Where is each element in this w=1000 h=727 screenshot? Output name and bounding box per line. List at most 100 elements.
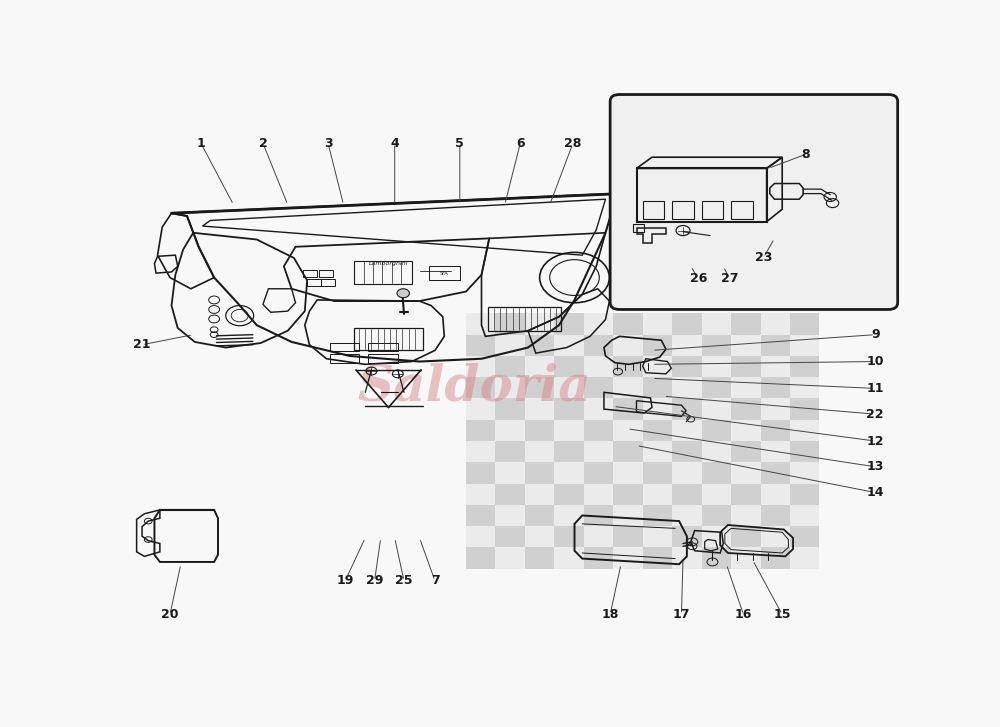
Polygon shape [584,377,613,398]
Bar [330,342,359,351]
Polygon shape [584,313,613,334]
Polygon shape [554,334,584,356]
Polygon shape [731,505,761,526]
Polygon shape [790,462,819,483]
Text: 19: 19 [336,574,354,587]
Polygon shape [466,441,495,462]
Polygon shape [731,356,761,377]
Polygon shape [702,505,731,526]
Polygon shape [702,398,731,419]
Polygon shape [672,398,702,419]
Polygon shape [672,377,702,398]
Polygon shape [584,334,613,356]
Polygon shape [613,547,643,569]
Polygon shape [672,334,702,356]
Bar [672,201,694,219]
Polygon shape [584,356,613,377]
Polygon shape [466,547,495,569]
Text: 20: 20 [161,608,179,621]
Polygon shape [672,547,702,569]
Polygon shape [761,334,790,356]
Polygon shape [525,313,554,334]
Polygon shape [672,483,702,505]
Polygon shape [495,377,525,398]
Polygon shape [495,313,525,334]
Polygon shape [554,483,584,505]
Polygon shape [466,483,495,505]
Polygon shape [495,441,525,462]
Polygon shape [790,356,819,377]
Polygon shape [554,356,584,377]
Polygon shape [495,356,525,377]
Polygon shape [643,313,672,334]
Polygon shape [525,398,554,419]
Polygon shape [554,419,584,441]
Text: 6: 6 [516,137,525,150]
Polygon shape [584,398,613,419]
Text: 1: 1 [197,137,205,150]
Polygon shape [761,398,790,419]
Polygon shape [525,483,554,505]
Polygon shape [613,505,643,526]
Polygon shape [702,334,731,356]
Text: Saldoria: Saldoria [358,363,591,411]
Polygon shape [584,419,613,441]
Polygon shape [495,526,525,547]
Polygon shape [554,505,584,526]
Text: 12: 12 [866,435,884,448]
Polygon shape [584,526,613,547]
Polygon shape [702,356,731,377]
Polygon shape [790,398,819,419]
Text: Lamborghini: Lamborghini [369,261,408,266]
Bar [488,308,561,331]
Bar [368,342,398,351]
Polygon shape [466,356,495,377]
Polygon shape [584,505,613,526]
Polygon shape [613,462,643,483]
Polygon shape [613,526,643,547]
Polygon shape [790,441,819,462]
Text: 21: 21 [133,338,151,351]
Text: 23: 23 [755,251,772,264]
Bar [307,278,321,286]
Polygon shape [790,419,819,441]
Text: 15: 15 [773,608,791,621]
Polygon shape [466,526,495,547]
Text: 28: 28 [564,137,582,150]
Text: 2: 2 [259,137,267,150]
Polygon shape [761,526,790,547]
Polygon shape [643,505,672,526]
Polygon shape [613,313,643,334]
Polygon shape [584,441,613,462]
Polygon shape [554,441,584,462]
Polygon shape [554,547,584,569]
Polygon shape [466,398,495,419]
Polygon shape [466,377,495,398]
Polygon shape [525,356,554,377]
Polygon shape [790,334,819,356]
Text: 8: 8 [801,148,810,161]
Text: 11: 11 [866,382,884,395]
Polygon shape [643,526,672,547]
Polygon shape [761,547,790,569]
Polygon shape [731,441,761,462]
Polygon shape [790,505,819,526]
Bar [354,261,412,284]
Text: 16: 16 [735,608,752,621]
Circle shape [397,289,409,298]
Polygon shape [466,462,495,483]
Polygon shape [790,526,819,547]
Polygon shape [525,526,554,547]
Polygon shape [554,398,584,419]
Polygon shape [643,377,672,398]
Text: 25: 25 [395,574,413,587]
Polygon shape [466,313,495,334]
Polygon shape [554,526,584,547]
Polygon shape [643,462,672,483]
Polygon shape [525,462,554,483]
Polygon shape [761,483,790,505]
Polygon shape [584,462,613,483]
Polygon shape [731,526,761,547]
Polygon shape [613,483,643,505]
Polygon shape [466,505,495,526]
